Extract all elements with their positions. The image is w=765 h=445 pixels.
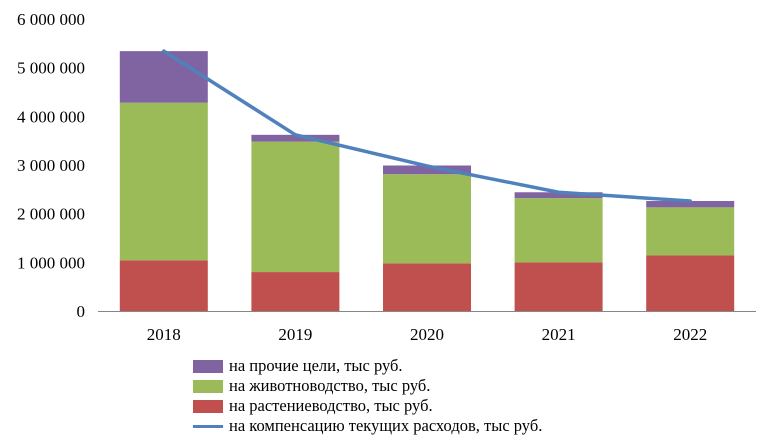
bar-segment-2019-1 [251,141,340,273]
bar-segment-2021-2 [514,192,603,199]
x-tick-label: 2022 [673,325,707,344]
legend-item-compensation: на компенсацию текущих расходов, тыс руб… [193,416,542,436]
bar-segment-2020-0 [383,263,471,311]
x-tick-label: 2019 [278,325,312,344]
bar-segment-2019-0 [251,272,340,311]
y-axis: 0 1 000 000 2 000 000 3 000 000 4 000 000 5 0… [17,10,85,321]
legend: на прочие цели, тыс руб. на животноводст… [193,356,542,436]
legend-item-crops: на растениеводство, тыс руб. [193,396,542,416]
y-tick-label: 5 000 000 [17,59,85,78]
line-series [162,49,692,203]
bar-segment-2021-0 [514,262,603,311]
bar-segment-2021-1 [514,198,603,263]
y-tick-label: 6 000 000 [17,10,85,29]
y-tick-label: 4 000 000 [17,107,85,126]
legend-label-livestock: на животноводство, тыс руб. [229,376,431,395]
y-tick-label: 0 [77,302,86,321]
legend-item-other: на прочие цели, тыс руб. [193,356,542,376]
x-tick-label: 2020 [410,325,444,344]
bar-segment-2020-1 [383,174,471,264]
legend-swatch-livestock [193,379,223,393]
bar-segment-2022-1 [646,207,735,256]
bar-segment-2018-2 [119,51,208,103]
bar-segment-2022-2 [646,201,735,208]
y-tick-label: 2 000 000 [17,205,85,224]
legend-swatch-other [193,359,223,373]
y-tick-label: 3 000 000 [17,156,85,175]
bar-segment-2018-0 [119,260,208,311]
y-tick-label: 1 000 000 [17,253,85,272]
bar-segment-2019-2 [251,134,340,142]
legend-swatch-crops [193,399,223,413]
legend-swatch-compensation [193,424,223,428]
bars [119,51,735,311]
bar-segment-2020-2 [383,165,471,175]
x-tick-label: 2018 [147,325,181,344]
legend-label-other: на прочие цели, тыс руб. [229,356,403,375]
x-tick-label: 2021 [542,325,576,344]
bar-segment-2022-0 [646,255,735,311]
chart: 0 1 000 000 2 000 000 3 000 000 4 000 000 5 0… [17,10,756,344]
x-axis: 2018 2019 2020 2021 2022 [98,311,756,344]
legend-label-crops: на растениеводство, тыс руб. [229,396,433,415]
legend-item-livestock: на животноводство, тыс руб. [193,376,542,396]
bar-segment-2018-1 [119,102,208,261]
legend-label-compensation: на компенсацию текущих расходов, тыс руб… [229,416,543,435]
